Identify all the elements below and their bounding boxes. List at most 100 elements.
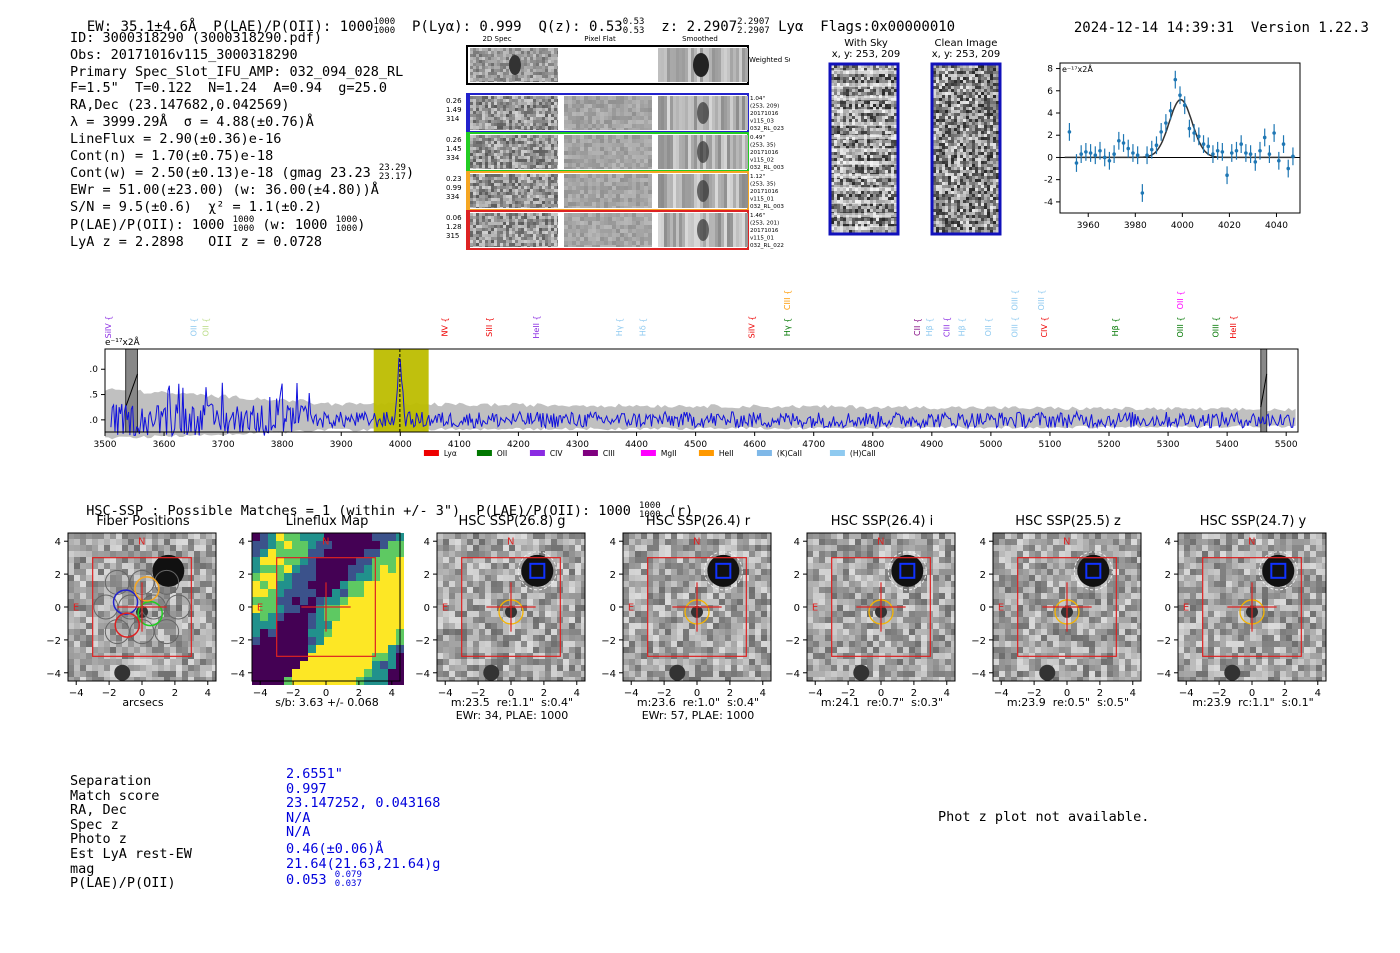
spectral-line-label: Hβ {	[957, 318, 966, 337]
photz-message: Phot z plot not available.	[938, 809, 1150, 825]
fiber-row-left-label: 334	[446, 193, 460, 201]
cutout-caption: m:23.5 re:1.1" s:0.4"	[450, 696, 574, 709]
fiber-row-right-label: 0.49"	[750, 135, 765, 141]
north-label: N	[877, 537, 884, 548]
fit-data-point	[1253, 160, 1258, 164]
bright-source	[707, 554, 740, 587]
cutout-ytick-label: 4	[610, 537, 616, 548]
spectrum-xtick-label: 3500	[94, 440, 117, 450]
spectral-line-label: OIII {	[1176, 316, 1185, 337]
info-params: F=1.5" T=0.122 N=1.24 A=0.94 g=25.0	[70, 80, 387, 97]
legend-swatch	[476, 450, 492, 456]
info-lambda: λ = 3999.29Å σ = 4.88(±0.76)Å	[70, 113, 314, 130]
search-box	[92, 557, 192, 657]
cutout-image: N E 4 2 0 −2 −4 −4 −2 0 2 4	[1156, 532, 1327, 699]
fiber-row-pixelflat	[564, 213, 652, 247]
sky-line	[831, 174, 897, 178]
cutout-xtick-label: 0	[1249, 688, 1255, 699]
fiber-row-color-tab	[467, 133, 470, 171]
clean-image-coords: x, y: 253, 209	[931, 49, 1001, 60]
legend-label: MgII	[661, 449, 677, 458]
fit-xtick-label: 3980	[1124, 221, 1147, 231]
fiber-orange	[134, 576, 160, 602]
fiber-row-2dspec	[470, 96, 558, 130]
fiber-row-smoothed-source	[697, 141, 709, 163]
fit-data-point	[1067, 130, 1072, 134]
north-label: N	[693, 537, 700, 548]
fit-data-point	[1135, 153, 1140, 158]
fit-data-point	[1084, 150, 1088, 154]
cutout-xtick-label: 0	[139, 688, 145, 699]
fit-data-point	[1239, 142, 1243, 146]
cutout-xtick-label: 4	[205, 688, 211, 699]
east-label: E	[812, 602, 818, 613]
cutout-xtick-label: 0	[323, 688, 329, 699]
fiber-row-right-label: 032_RL_022	[750, 243, 784, 249]
sky-line	[831, 148, 897, 152]
fiber-red	[114, 612, 140, 638]
north-label: N	[138, 537, 145, 548]
fit-data-point	[1131, 151, 1135, 155]
fiber-row-right-label: (253, 35)	[750, 182, 776, 188]
fit-data-point	[1140, 191, 1145, 195]
spectral-line-label: Hδ {	[638, 318, 647, 337]
spec2d-col-title: 2D Spec	[482, 35, 511, 43]
weighted-sum-label: Weighted Sum	[749, 56, 790, 64]
legend-label: Lyα	[444, 449, 457, 458]
sky-line	[831, 122, 897, 126]
cutout-xtick-label: 2	[727, 688, 733, 699]
search-box	[276, 557, 376, 657]
fiber-green	[137, 600, 163, 627]
cutout-image: N E 4 2 0 −2 −4 −4 −2 0 2 4	[415, 532, 586, 699]
clean-image	[930, 62, 1002, 236]
fiber-row-smoothed-source	[697, 219, 709, 241]
with-sky-title: With Sky	[844, 38, 888, 49]
cutout-xtick-label: 0	[878, 688, 884, 699]
spectrum-xtick-label: 3600	[153, 440, 176, 450]
sky-images	[828, 62, 1002, 236]
with-sky-coords: x, y: 253, 209	[831, 49, 901, 60]
search-box	[1017, 557, 1117, 657]
match-value: 0.46(±0.06)Å	[286, 840, 384, 857]
fiber-row-smoothed	[658, 174, 748, 208]
info-ewr: EWr = 51.00(±23.00) (w: 36.00(±4.80))Å	[70, 182, 379, 199]
spectrum-xtick-label: 4400	[625, 440, 648, 450]
fiber-row-pixelflat	[564, 135, 652, 169]
cutout-ytick-label: 0	[239, 603, 245, 614]
info-id: ID: 3000318290 (3000318290.pdf)	[70, 30, 322, 46]
match-value-plae: 0.053 0.079 0.037	[286, 870, 362, 890]
spectral-line-label: HeII {	[1229, 315, 1238, 338]
cutout-xtick-label: −4	[1179, 688, 1194, 699]
cutout-panel: HSC SSP(26.8) g N E 4 2 0 −2 −4 −4 −2 0 2 4 m:23.5 re…	[407, 510, 617, 725]
fiber-row-right-label: v115_03	[750, 119, 774, 125]
spectrum-ytick-label: 5.0	[90, 365, 98, 375]
cutout-ytick-label: −2	[230, 636, 245, 647]
source	[483, 664, 500, 681]
spectral-line-label: HeII {	[532, 315, 541, 338]
match-label: Spec z	[70, 816, 119, 833]
source	[1039, 664, 1056, 681]
sky-line	[831, 96, 897, 100]
cutout-ytick-label: −2	[415, 636, 430, 647]
weighted-smoothed-source	[693, 53, 709, 77]
cutout-ytick-label: 2	[55, 570, 61, 581]
info-plae: P(LAE)/P(OII): 1000 1000 1000 (w: 1000 10…	[70, 214, 366, 234]
fit-data-point	[1291, 154, 1295, 159]
legend-label: (H)CaII	[850, 449, 876, 458]
full-spectrum-plot: 5.0 2.5 0.0 3500 3600 3700 3800 3900 4000 4100 420…	[90, 289, 1299, 458]
legend-label: CIV	[550, 449, 563, 458]
fiber-row-right-label: 1.46"	[750, 213, 765, 219]
fit-data-point	[1154, 143, 1159, 148]
fiber-row-right-label: v115_01	[750, 197, 774, 203]
fit-data-point	[1178, 93, 1182, 98]
cutout-xtick-label: 4	[760, 688, 766, 699]
fiber-row-right-label: 1.12"	[750, 174, 765, 180]
cutout-panel-title: HSC SSP(24.7) y	[1199, 514, 1307, 529]
cutout-panel-title: Lineflux Map	[285, 514, 369, 529]
cutout-ytick-label: 4	[794, 537, 800, 548]
spectrum-xtick-label: 5000	[979, 440, 1002, 450]
cutout-ytick-label: 0	[55, 603, 61, 614]
info-contn: Cont(n) = 1.70(±0.75)e-18	[70, 147, 274, 164]
fiber-row-left-label: 0.99	[446, 184, 462, 192]
cutout-ytick-label: −4	[601, 669, 616, 680]
